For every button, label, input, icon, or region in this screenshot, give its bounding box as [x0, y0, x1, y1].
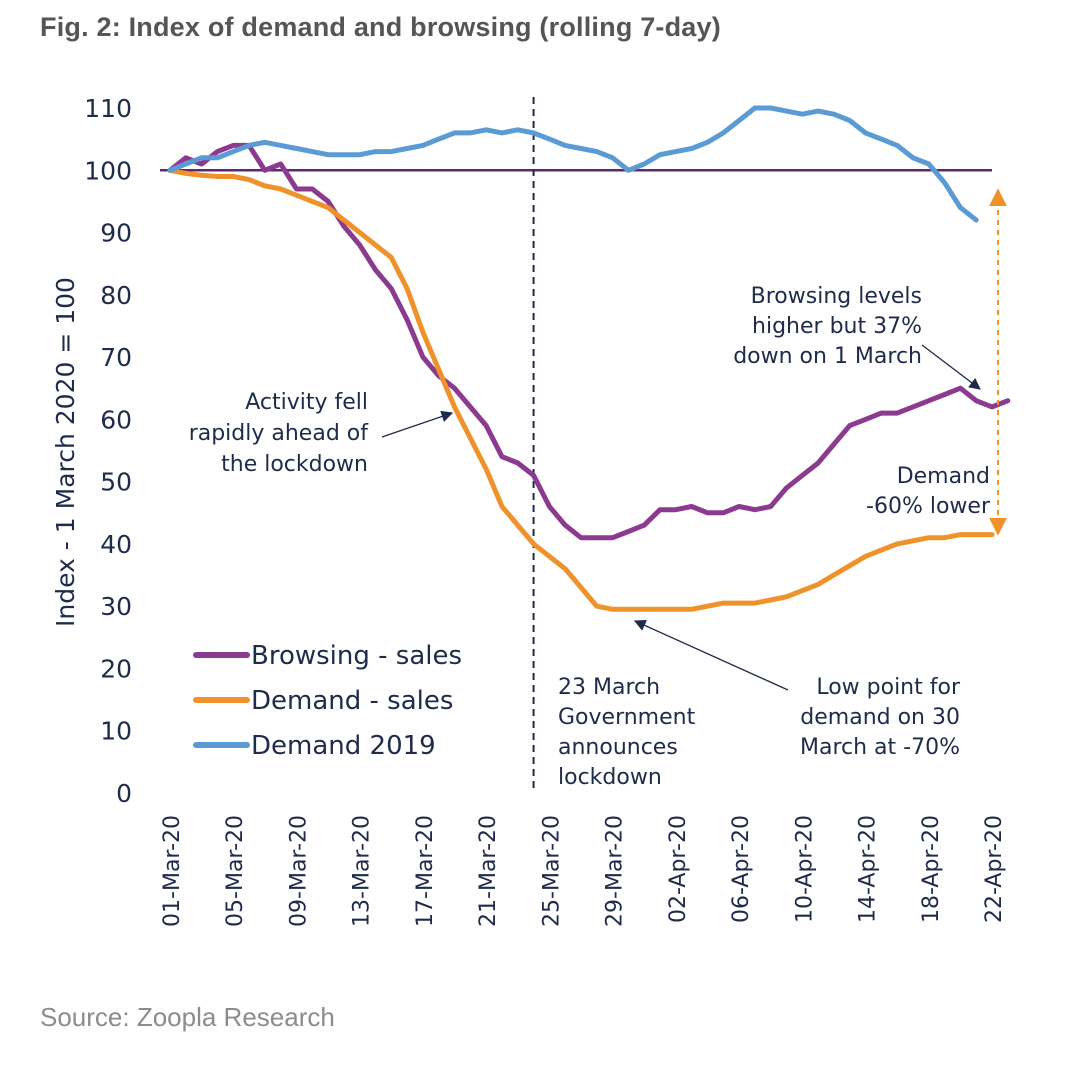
x-tick-label: 01-Mar-20: [160, 815, 185, 927]
x-tick-label: 14-Apr-20: [856, 815, 881, 923]
y-tick-label: 80: [100, 281, 132, 310]
legend-label: Demand 2019: [251, 731, 436, 761]
x-tick-label: 17-Mar-20: [413, 815, 438, 927]
series-line: [167, 167, 995, 612]
y-tick-label: 50: [100, 468, 132, 497]
annotation-activity-fell: Activity fell rapidly ahead of the lockdow…: [189, 390, 370, 477]
x-tick-label: 10-Apr-20: [792, 815, 817, 923]
annotation-arrow: [381, 410, 454, 438]
annotation-arrow: [633, 619, 789, 691]
legend-label: Browsing - sales: [251, 641, 462, 671]
annotation-browsing-levels: Browsing levels higher but 37% down on 1 M…: [733, 284, 922, 369]
x-tick-label: 09-Mar-20: [286, 815, 311, 927]
x-tick-label: 13-Mar-20: [350, 815, 375, 927]
legend: Browsing - sales Demand - sales Demand 201…: [193, 641, 462, 761]
x-tick-label: 21-Mar-20: [476, 815, 501, 927]
annotation-demand-lower: Demand -60% lower: [866, 464, 991, 519]
y-tick-label: 10: [100, 717, 132, 746]
annotations: Activity fell rapidly ahead of the lockdow…: [189, 188, 1007, 790]
annotation-arrow: [921, 344, 981, 390]
x-tick-label: 06-Apr-20: [729, 815, 754, 923]
source-note: Source: Zoopla Research: [40, 1002, 335, 1032]
y-tick-label: 30: [100, 592, 132, 621]
y-tick-label: 60: [100, 405, 132, 434]
y-tick-label: 70: [100, 343, 132, 372]
x-tick-label: 29-Mar-20: [603, 815, 628, 927]
annotation-lockdown: 23 March Government announces lockdown: [558, 675, 696, 790]
series-line: [167, 142, 1011, 541]
y-tick-label: 110: [84, 94, 132, 123]
x-tick-label: 22-Apr-20: [982, 815, 1007, 923]
y-tick-label: 100: [84, 156, 132, 185]
line-chart: 0 10 20 30 40 50 60 70 80 90 100 110 Index - 1 Marc…: [51, 94, 1011, 927]
x-tick-label: 05-Mar-20: [223, 815, 248, 927]
y-tick-label: 40: [100, 530, 132, 559]
x-tick-label: 18-Apr-20: [919, 815, 944, 923]
y-tick-label: 90: [100, 219, 132, 248]
figure-title: Fig. 2: Index of demand and browsing (ro…: [40, 12, 721, 42]
series-lines: [167, 105, 1011, 612]
series-line: [167, 105, 979, 223]
x-axis: 01-Mar-20 05-Mar-20 09-Mar-20 13-Mar-20 17-M…: [160, 815, 1007, 927]
legend-label: Demand - sales: [251, 686, 453, 716]
x-tick-label: 25-Mar-20: [539, 815, 564, 927]
y-tick-label: 0: [116, 779, 132, 808]
x-tick-label: 02-Apr-20: [666, 815, 691, 923]
y-axis: 0 10 20 30 40 50 60 70 80 90 100 110: [84, 94, 132, 808]
annotation-low-point: Low point for demand on 30 March at -70%: [800, 675, 961, 760]
y-tick-label: 20: [100, 654, 132, 683]
y-axis-label: Index - 1 March 2020 = 100: [51, 277, 80, 627]
